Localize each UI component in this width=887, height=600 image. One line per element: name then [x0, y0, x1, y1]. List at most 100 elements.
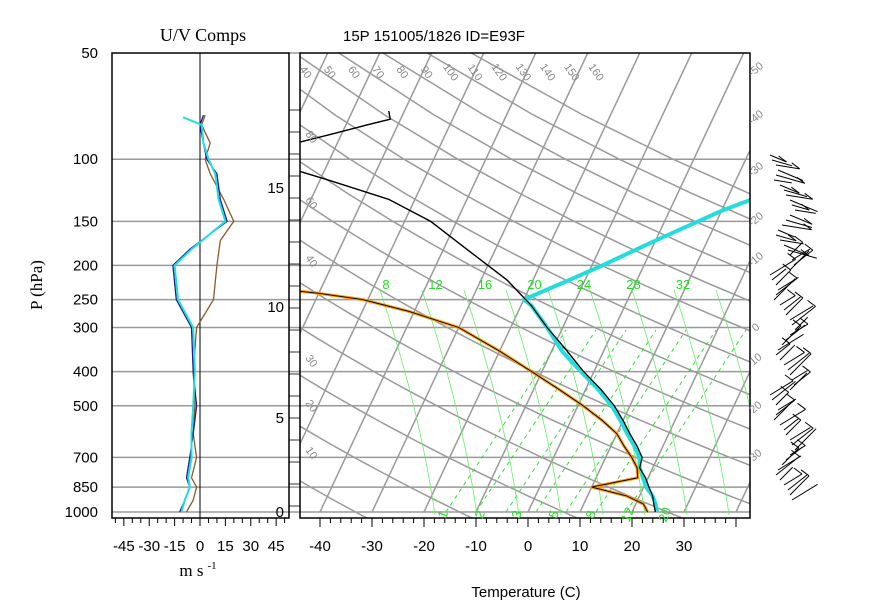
skewt-x-tick-label: 20	[624, 538, 641, 555]
wind-barb-flag	[803, 217, 813, 225]
uv-y-tick-label: 50	[81, 45, 98, 62]
skewt-dry-adiabat	[300, 326, 685, 518]
wind-barb-flag	[781, 337, 791, 345]
skewt-height-label: 10	[267, 299, 284, 316]
uv-x-axis-exponent: -1	[207, 560, 216, 572]
skewt-height-label: 15	[267, 180, 284, 197]
skewt-left-grey-label: 60	[303, 195, 320, 212]
wind-barb-stem	[783, 296, 801, 311]
skewt-isotherm	[631, 259, 750, 513]
wind-barb-flag	[780, 385, 789, 393]
uv-series-group	[172, 114, 235, 513]
uv-x-ticks: -45 -30 -15 0 15 30 45	[113, 518, 286, 555]
uv-y-tick-label: 1000	[65, 504, 98, 521]
skewt-x-ticks: -40 -30 -20 -10 0 10 20 30	[309, 518, 737, 555]
wind-barb-stem	[775, 174, 805, 184]
skewt-dry-adiabat	[300, 239, 750, 467]
wind-barb-stem	[779, 466, 794, 481]
uv-x-tick-label: 30	[242, 538, 259, 555]
skewt-left-grey-label: 80	[303, 129, 320, 146]
skewt-isotherm	[60, 53, 276, 512]
wind-barb-stem	[771, 268, 787, 281]
skewt-top-isotherm-label: 110	[465, 62, 485, 83]
uv-series-line	[172, 114, 228, 513]
wind-barb-flag	[800, 469, 810, 477]
wind-barb-flag	[794, 291, 804, 299]
skewt-right-grey-label: 0	[750, 321, 762, 334]
skewt-x-tick-label: -20	[413, 538, 435, 555]
wind-barb-stem	[789, 214, 813, 225]
skewt-green-top-label: 32	[676, 277, 690, 292]
wind-barb-flag	[786, 393, 796, 401]
uv-series-line	[185, 114, 235, 513]
uv-x-axis-label: m s -1	[179, 560, 216, 580]
skewt-x-tick-label: 10	[572, 538, 589, 555]
skewt-x-tick-label: -10	[465, 538, 487, 555]
skewt-top-isotherm-label: 70	[369, 64, 386, 81]
uv-x-tick-label: 0	[196, 538, 204, 555]
skewt-green-bottom-label: 1	[434, 509, 451, 521]
skewt-profiles	[300, 110, 750, 513]
wind-barb-flag	[797, 439, 806, 446]
wind-barb-flag	[794, 235, 803, 243]
uv-y-tick-label: 700	[73, 449, 98, 466]
wind-barb-flag	[804, 421, 814, 429]
skewt-isotherm	[300, 53, 381, 225]
skewt-x-tick-label: -30	[361, 538, 383, 555]
wind-barb-stem	[794, 209, 816, 214]
wind-barbs	[769, 154, 818, 501]
wind-barb-stem	[775, 343, 791, 356]
skewt-dry-adiabat	[300, 123, 750, 363]
wind-barb-stem	[783, 473, 803, 486]
skewt-left-grey-label: 30	[303, 353, 320, 370]
wind-barb-stem	[789, 353, 812, 376]
wind-barb-stem	[773, 278, 796, 301]
skewt-isotherm	[423, 53, 641, 513]
wind-barb-stem	[789, 241, 804, 256]
skewt-left-grey-label: 20	[303, 398, 320, 415]
wind-barb-stem	[789, 475, 810, 496]
wind-barb-stem	[771, 159, 793, 167]
skewt-dry-adiabat	[300, 425, 474, 518]
skewt-moist-adiabat	[505, 289, 562, 516]
skewt-green-top-label: 20	[527, 277, 541, 292]
wind-barb-stem	[783, 352, 805, 366]
uv-y-tick-label: 150	[73, 213, 98, 230]
uv-y-tick-label: 200	[73, 257, 98, 274]
wind-barb-stem	[789, 427, 811, 441]
skewt-green-bottom-label: 5	[545, 509, 562, 521]
skewt-isotherm	[475, 53, 693, 513]
wind-barb-flag	[782, 263, 792, 271]
skewt-isotherm	[0, 53, 16, 512]
uv-y-ticks: 50 100 150 200 250 300 400 500 700 850 1000	[65, 45, 98, 521]
uv-x-tick-label: -45	[113, 538, 135, 555]
skewt-moist-adiabat	[463, 289, 520, 516]
skewt-right-grey-label: -20	[746, 210, 766, 229]
skewt-isotherm	[371, 53, 589, 513]
wind-barb-stem	[785, 297, 804, 316]
skewt-moist-adiabat	[379, 289, 436, 516]
wind-barb-flag	[804, 192, 813, 200]
skewt-moist-adiabat	[589, 289, 646, 516]
skewt-green-bottom-label: 12	[618, 505, 637, 524]
wind-barb-flag	[787, 252, 796, 260]
skewt-height-label: 0	[276, 504, 284, 521]
skewt-dry-adiabat	[300, 55, 750, 302]
wind-barb-flag	[802, 365, 811, 373]
wind-barb-stem	[794, 316, 809, 331]
skewt-left-grey-label: 10	[303, 445, 320, 462]
wind-barb-flag	[778, 155, 787, 163]
uv-x-tick-label: 15	[217, 538, 234, 555]
skewt-title: 15P 151005/1826 ID=E93F	[343, 28, 525, 45]
wind-barb-stem	[769, 258, 796, 276]
skewt-top-isotherm-label: 150	[561, 62, 581, 84]
wind-barb-flag	[792, 413, 802, 421]
skewt-x-tick-label: 0	[524, 538, 532, 555]
uv-y-tick-label: 400	[73, 364, 98, 381]
wind-barb-stem	[781, 325, 802, 346]
wind-barb-stem	[773, 400, 794, 421]
wind-barb-stem	[794, 428, 817, 451]
skewt-green-bottom-label: 8	[582, 509, 599, 521]
uv-x-tick-label: -30	[138, 538, 160, 555]
wind-barb-stem	[779, 344, 796, 361]
